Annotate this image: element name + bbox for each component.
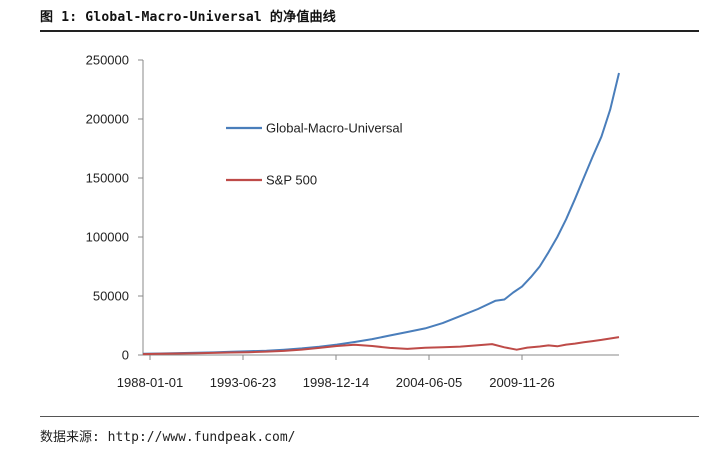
y-tick-label: 200000 xyxy=(86,112,129,127)
x-tick-label: 1998-12-14 xyxy=(303,375,370,390)
y-tick-label: 100000 xyxy=(86,230,129,245)
series-line-sp500 xyxy=(142,336,620,356)
x-tick-label: 1993-06-23 xyxy=(210,375,277,390)
chart-axes xyxy=(142,60,619,356)
series-line-global-macro-universal xyxy=(142,72,620,355)
y-tick-label: 0 xyxy=(122,348,129,363)
y-tick-label: 250000 xyxy=(86,53,129,68)
title-rule xyxy=(40,30,699,32)
source-note: 数据来源: http://www.fundpeak.com/ xyxy=(40,430,296,445)
chart-lines xyxy=(142,72,620,356)
source-rule xyxy=(40,416,699,417)
legend-label: S&P 500 xyxy=(266,173,317,188)
line-chart: 0 50000 100000 150000 200000 250000 1988-01-01… xyxy=(86,53,620,391)
figure-title: 图 1: Global-Macro-Universal 的净值曲线 xyxy=(40,10,336,25)
x-tick-label: 1988-01-01 xyxy=(117,375,184,390)
x-tick-label: 2004-06-05 xyxy=(396,375,463,390)
legend-label: Global-Macro-Universal xyxy=(266,121,403,136)
y-tick-label: 150000 xyxy=(86,171,129,186)
chart-ticks: 0 50000 100000 150000 200000 250000 1988-01-01… xyxy=(86,53,555,391)
chart-legend: Global-Macro-Universal S&P 500 xyxy=(226,121,403,188)
y-tick-label: 50000 xyxy=(93,289,129,304)
x-tick-label: 2009-11-26 xyxy=(489,375,555,390)
